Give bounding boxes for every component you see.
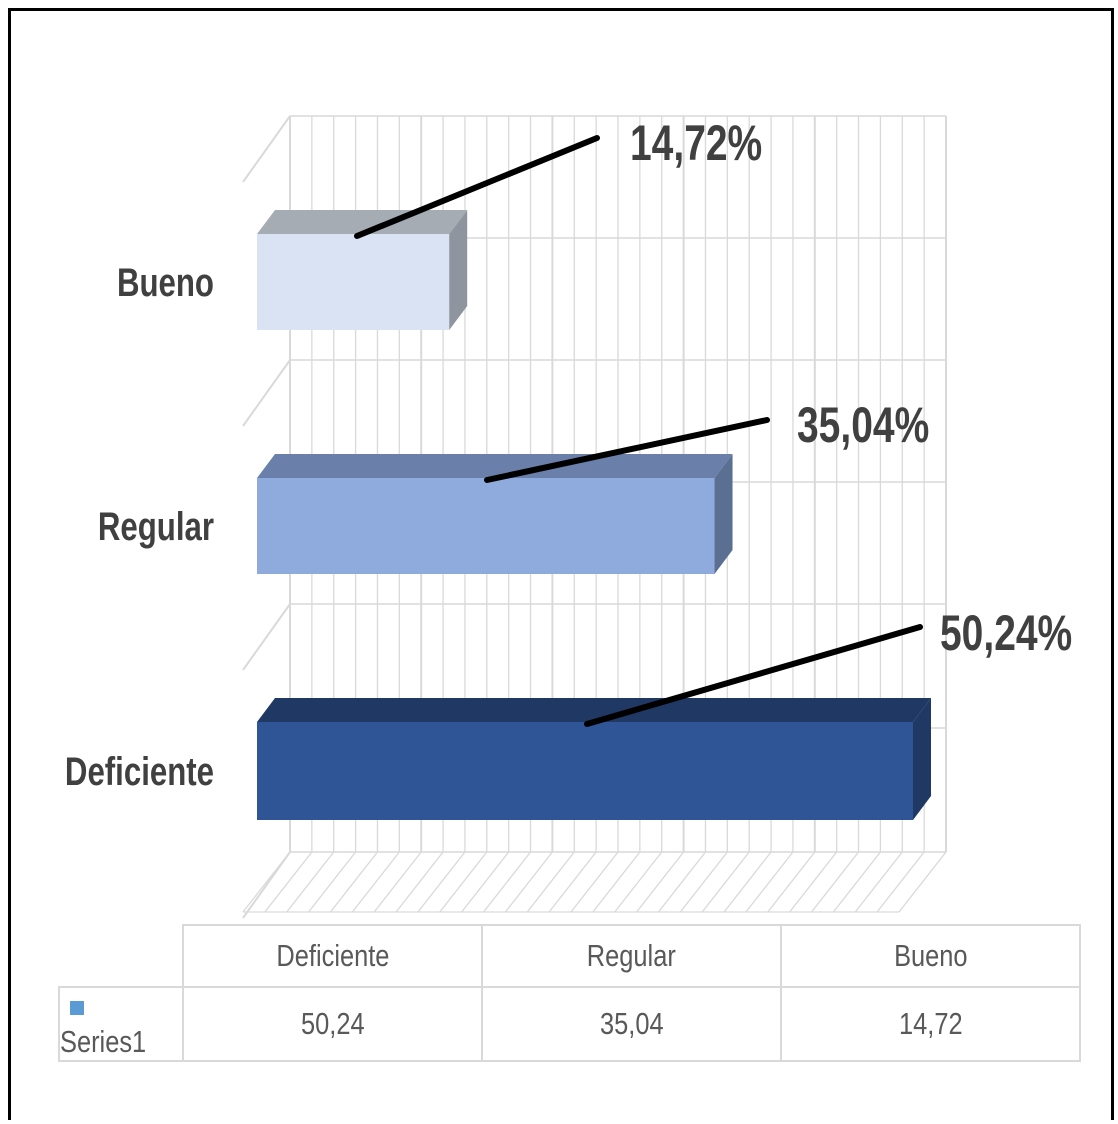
data-label: 50,24% [940, 604, 1072, 661]
leader-line [584, 624, 923, 727]
chart-data-table: Deficiente Regular Bueno Series1 50,24 3… [58, 924, 1081, 1062]
data-label: 14,72% [630, 114, 762, 171]
data-labels: 50,24% 35,04% 14,72% [354, 114, 1072, 727]
gridline-floor [504, 851, 553, 913]
leader-line [354, 135, 600, 239]
data-table-value-cell: 14,72 [780, 986, 1081, 1062]
gridline-floor [483, 851, 532, 913]
bar-top-face [257, 698, 931, 722]
gridline-floor [789, 851, 838, 913]
gridline-side [242, 603, 291, 671]
gridline-floor [854, 851, 903, 913]
gridline-floor [395, 851, 444, 913]
category-label: Deficiente [65, 749, 214, 794]
bar-side-face [714, 454, 733, 574]
gridline-floor [636, 851, 685, 913]
leader-line [484, 417, 770, 483]
data-table-series-name: Series1 [58, 986, 184, 1062]
gridline-floor [526, 851, 575, 913]
gridline-floor [614, 851, 663, 913]
data-table-value-cell: 35,04 [481, 986, 782, 1062]
gridline-floor [286, 851, 335, 913]
gridline-floor [461, 851, 510, 913]
data-table-header-cell: Bueno [780, 924, 1081, 988]
data-table-header-cell: Regular [481, 924, 782, 988]
data-table-series-row: Series1 50,24 35,04 14,72 [58, 986, 1081, 1062]
gridline-floor [592, 851, 641, 913]
gridline-floor [657, 851, 706, 913]
gridline-floor [876, 851, 925, 913]
gridline-floor [723, 851, 772, 913]
gridline-floor [898, 851, 947, 913]
chart-bars [257, 210, 931, 820]
gridline-floor [373, 851, 422, 913]
data-table-header-cell: Deficiente [182, 924, 483, 988]
chart-frame [8, 8, 1114, 1120]
legend-key-icon [70, 1000, 84, 1015]
data-table-header-row: Deficiente Regular Bueno [59, 924, 1081, 988]
category-axis-labels: Deficiente Regular Bueno [65, 260, 214, 794]
gridline-floor [417, 851, 466, 913]
bar-chart-3d: Deficiente Regular Bueno 50,24% 35,04% 14,72… [65, 114, 1072, 919]
gridline-floor [832, 851, 881, 913]
data-table-value-cell: 50,24 [182, 986, 483, 1062]
bar-top-face [257, 454, 733, 478]
gridline-floor [439, 851, 488, 913]
bar-side-face [913, 698, 931, 820]
gridline-floor [767, 851, 816, 913]
gridline-floor [351, 851, 400, 913]
bar-top-face [257, 210, 468, 234]
gridline-floor [570, 851, 619, 913]
gridline-floor [811, 851, 860, 913]
bar-front-face [257, 722, 913, 820]
gridline-floor [308, 851, 357, 913]
data-table-corner [59, 925, 184, 988]
bar-front-face [257, 234, 450, 330]
gridline-floor [329, 851, 378, 913]
category-label: Regular [98, 504, 214, 549]
bar-bueno [257, 210, 468, 330]
gridline-floor [745, 851, 794, 913]
gridline-floor [701, 851, 750, 913]
bar-front-face [257, 478, 715, 574]
bar-regular [257, 454, 733, 574]
category-label: Bueno [117, 260, 214, 305]
gridline-floor [548, 851, 597, 913]
gridline-side [242, 359, 291, 427]
bar-deficiente [257, 698, 931, 820]
gridline-floor [679, 851, 728, 913]
gridline-side [242, 851, 291, 919]
bar-side-face [449, 210, 468, 330]
data-label: 35,04% [797, 396, 929, 453]
gridline-floor [264, 851, 313, 913]
gridline-side [242, 115, 291, 183]
